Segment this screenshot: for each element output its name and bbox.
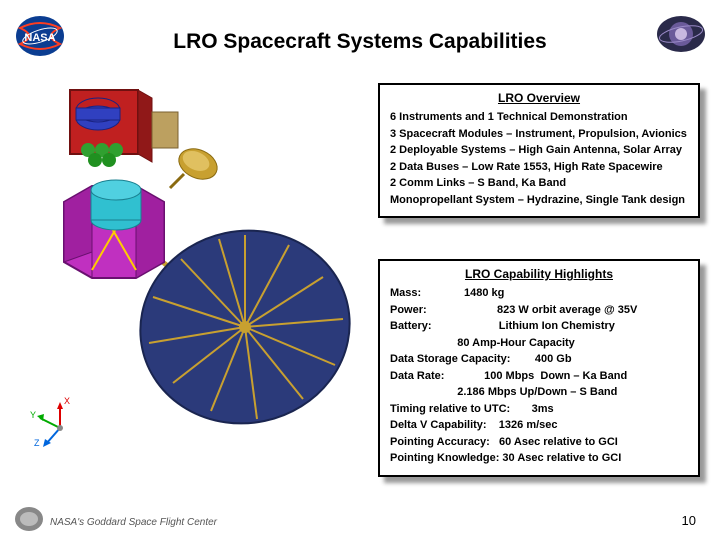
axes-gizmo: X Y Z bbox=[36, 400, 84, 450]
axis-x-label: X bbox=[64, 396, 70, 406]
page-number: 10 bbox=[682, 513, 696, 528]
highlights-line: Delta V Capability: 1326 m/sec bbox=[390, 417, 688, 434]
axis-y-label: Y bbox=[30, 410, 36, 420]
overview-line: 2 Comm Links – S Band, Ka Band bbox=[390, 175, 688, 192]
overview-line: 2 Data Buses – Low Rate 1553, High Rate … bbox=[390, 159, 688, 176]
page-title: LRO Spacecraft Systems Capabilities bbox=[0, 30, 720, 54]
overview-line: Monopropellant System – Hydrazine, Singl… bbox=[390, 192, 688, 209]
highlights-line: Battery: Lithium Ion Chemistry bbox=[390, 318, 688, 335]
highlights-line: Data Rate: 100 Mbps Down – Ka Band bbox=[390, 368, 688, 385]
footer-text: NASA's Goddard Space Flight Center bbox=[50, 517, 217, 528]
footer-logo bbox=[14, 506, 44, 532]
highlights-line: Data Storage Capacity: 400 Gb bbox=[390, 351, 688, 368]
highlights-line: Mass: 1480 kg bbox=[390, 285, 688, 302]
overview-line: 6 Instruments and 1 Technical Demonstrat… bbox=[390, 109, 688, 126]
axis-z-label: Z bbox=[34, 438, 40, 448]
highlights-line: 80 Amp-Hour Capacity bbox=[390, 335, 688, 352]
highlights-title: LRO Capability Highlights bbox=[390, 267, 688, 281]
highlights-box: LRO Capability Highlights Mass: 1480 kgP… bbox=[378, 259, 700, 477]
highlights-line: Pointing Accuracy: 60 Asec relative to G… bbox=[390, 434, 688, 451]
highlights-line: Timing relative to UTC: 3ms bbox=[390, 401, 688, 418]
highlights-line: 2.186 Mbps Up/Down – S Band bbox=[390, 384, 688, 401]
overview-line: 3 Spacecraft Modules – Instrument, Propu… bbox=[390, 126, 688, 143]
overview-line: 2 Deployable Systems – High Gain Antenna… bbox=[390, 142, 688, 159]
highlights-line: Pointing Knowledge: 30 Asec relative to … bbox=[390, 450, 688, 467]
overview-title: LRO Overview bbox=[390, 91, 688, 105]
highlights-line: Power: 823 W orbit average @ 35V bbox=[390, 302, 688, 319]
overview-box: LRO Overview 6 Instruments and 1 Technic… bbox=[378, 83, 700, 218]
